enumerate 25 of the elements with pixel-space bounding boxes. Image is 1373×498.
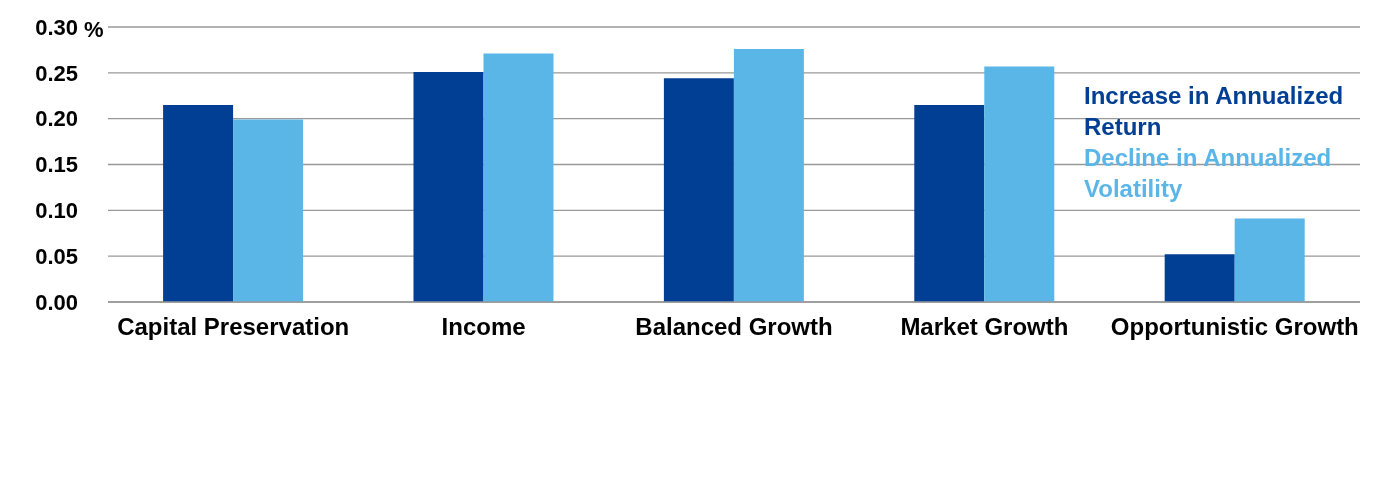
bar [984,66,1055,302]
y-tick-label: 0.00 [35,289,78,315]
bar [663,78,734,302]
x-tick-label: Income [441,313,526,341]
y-tick-label: 0.25 [35,60,78,86]
bar [733,49,804,302]
x-tick-label: Capital Preservation [117,313,350,341]
bar [483,53,554,302]
y-tick-label: 0.10 [35,198,78,224]
bar [233,119,304,302]
bar [1164,254,1235,302]
bar [413,71,484,302]
x-tick-label: Opportunistic Growth [1110,313,1359,341]
bar [1234,218,1305,302]
text: Increase in Annualized Return [1084,81,1345,142]
x-tick-label: Balanced Growth [635,313,833,341]
y-tick-label: 0.30 [35,14,78,40]
bar [914,104,985,302]
y-tick-label: 0.15 [35,152,78,178]
y-axis-title: % [84,16,104,42]
bar [163,104,234,302]
series-label: Decline in Annualized Volatility [1084,143,1333,204]
y-tick-label: 0.20 [35,106,78,132]
y-tick-label: 0.05 [35,243,78,269]
x-tick-label: Market Growth [900,313,1069,341]
